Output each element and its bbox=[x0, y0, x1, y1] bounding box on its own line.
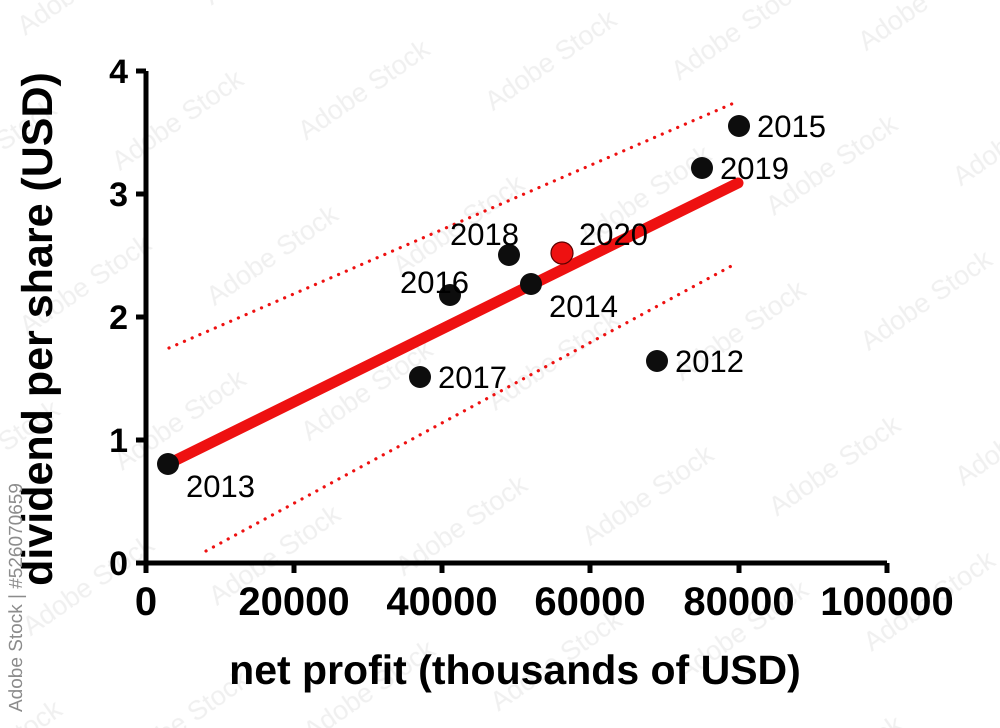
svg-text:2015: 2015 bbox=[757, 109, 826, 144]
svg-text:2019: 2019 bbox=[720, 151, 789, 186]
svg-text:80000: 80000 bbox=[683, 580, 794, 624]
svg-text:2012: 2012 bbox=[675, 344, 744, 379]
svg-text:2: 2 bbox=[109, 299, 128, 337]
svg-text:2017: 2017 bbox=[438, 360, 507, 395]
svg-text:0: 0 bbox=[109, 545, 128, 583]
svg-text:2018: 2018 bbox=[450, 217, 519, 252]
svg-text:2020: 2020 bbox=[579, 217, 648, 252]
svg-text:net profit (thousands of USD): net profit (thousands of USD) bbox=[229, 647, 801, 693]
svg-text:2013: 2013 bbox=[186, 469, 255, 504]
svg-text:40000: 40000 bbox=[386, 580, 497, 624]
svg-text:3: 3 bbox=[109, 176, 128, 214]
svg-text:2014: 2014 bbox=[549, 289, 618, 324]
svg-text:1: 1 bbox=[109, 422, 128, 460]
svg-text:60000: 60000 bbox=[534, 580, 645, 624]
svg-text:4: 4 bbox=[109, 53, 128, 91]
svg-text:20000: 20000 bbox=[238, 580, 349, 624]
svg-text:Adobe Stock | #526070659: Adobe Stock | #526070659 bbox=[6, 483, 27, 712]
svg-text:100000: 100000 bbox=[820, 580, 953, 624]
svg-text:0: 0 bbox=[135, 580, 157, 624]
svg-text:2016: 2016 bbox=[400, 265, 469, 300]
